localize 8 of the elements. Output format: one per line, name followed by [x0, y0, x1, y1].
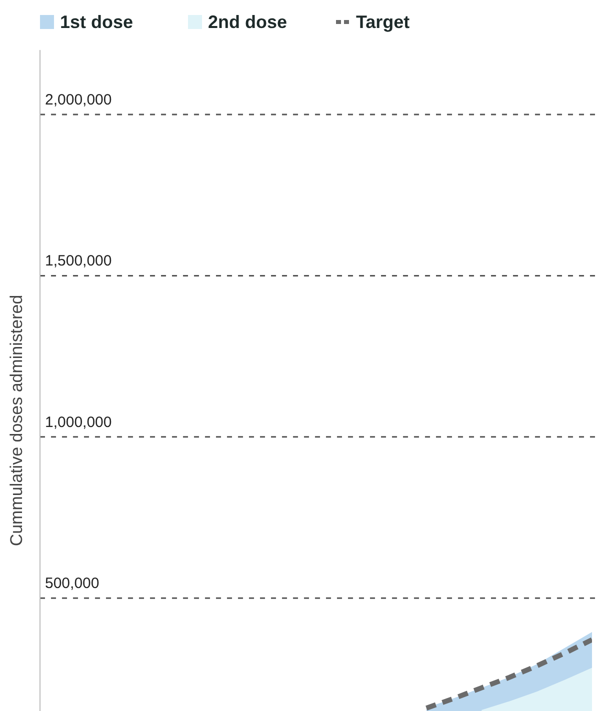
legend-label: 2nd dose [208, 12, 288, 32]
legend-label: Target [356, 12, 410, 32]
y-tick-label: 2,000,000 [45, 91, 112, 108]
y-tick-label: 1,000,000 [45, 414, 112, 431]
y-axis-title: Cummulative doses administered [7, 294, 26, 546]
y-tick-label: 1,500,000 [45, 252, 112, 270]
legend-label: 1st dose [60, 12, 134, 32]
y-tick-label: 500,000 [45, 575, 100, 592]
